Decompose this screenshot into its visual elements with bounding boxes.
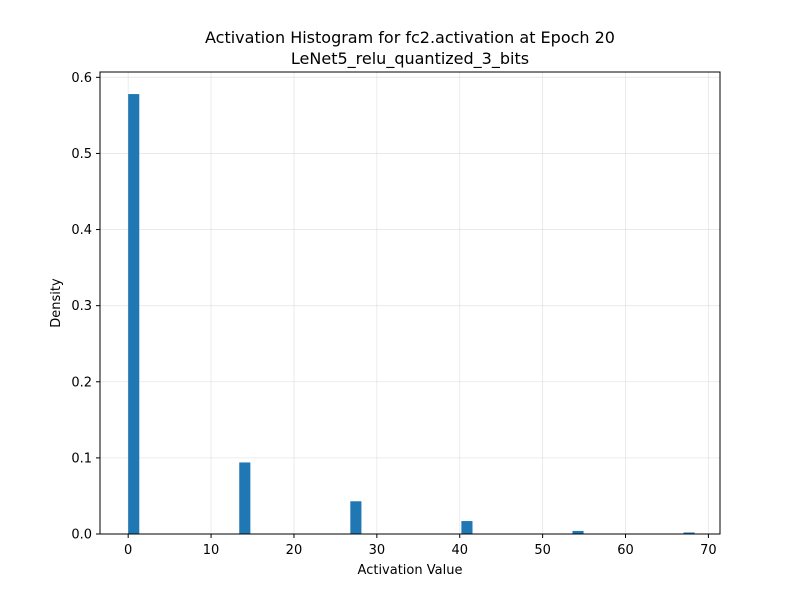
x-tick-label: 60: [617, 543, 634, 558]
plot-frame: [99, 71, 721, 535]
x-tick-label: 10: [203, 543, 220, 558]
grid-lines: [100, 72, 720, 535]
x-tick-label: 70: [700, 543, 717, 558]
x-axis-ticks: 0 10 20 30 40 50 60 70: [124, 534, 717, 558]
y-axis-ticks: 0.0 0.1 0.2 0.3 0.4 0.5 0.6: [71, 71, 100, 543]
x-tick-label: 0: [124, 543, 132, 558]
x-tick-label: 50: [534, 543, 551, 558]
x-tick-label: 20: [286, 543, 303, 558]
x-tick-label: 40: [451, 543, 468, 558]
x-axis-label: Activation Value: [358, 563, 463, 578]
y-tick-label: 0.6: [71, 71, 92, 86]
y-tick-label: 0.2: [71, 375, 92, 390]
bars: [128, 94, 695, 535]
chart-title: Activation Histogram for fc2.activation …: [205, 28, 615, 47]
histogram-bar: [461, 521, 473, 534]
y-tick-label: 0.3: [71, 299, 92, 314]
histogram-bar: [239, 462, 251, 534]
y-tick-label: 0.1: [71, 451, 92, 466]
x-tick-label: 30: [369, 543, 386, 558]
y-axis-label: Density: [49, 278, 64, 328]
histogram-bar: [572, 530, 584, 534]
histogram-bar: [128, 94, 140, 535]
histogram-bar: [350, 501, 362, 534]
histogram-bar: [683, 532, 695, 534]
y-tick-label: 0.0: [71, 528, 92, 543]
chart-subtitle: LeNet5_relu_quantized_3_bits: [291, 49, 529, 69]
y-tick-label: 0.4: [71, 223, 92, 238]
y-tick-label: 0.5: [71, 147, 92, 162]
